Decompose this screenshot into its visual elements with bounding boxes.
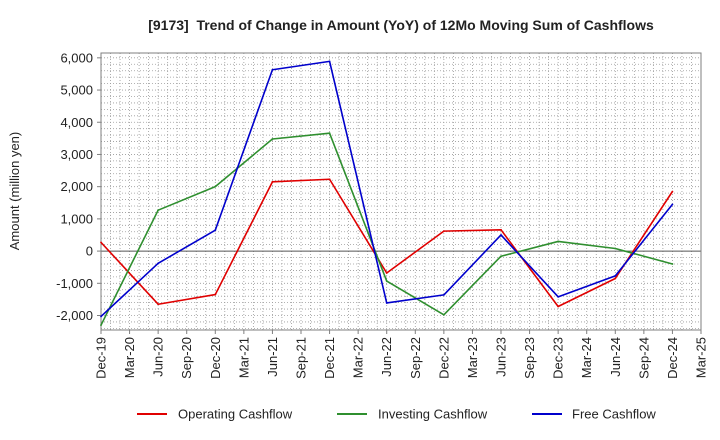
- chart-title: [9173] Trend of Change in Amount (YoY) o…: [148, 17, 654, 33]
- legend-label-operating-cashflow: Operating Cashflow: [178, 407, 293, 422]
- y-tick-label: 1,000: [60, 211, 93, 226]
- x-tick-label: Jun-22: [379, 337, 394, 377]
- x-tick-label: Jun-23: [494, 337, 509, 377]
- data-point-operating-cashflow: [557, 305, 560, 308]
- y-tick-label: 2,000: [60, 179, 93, 194]
- data-point-operating-cashflow: [385, 272, 388, 274]
- x-axis: Dec-19 Mar-20 Jun-20 Sep-20 Dec-20 Mar-21 Jun-…: [94, 330, 709, 379]
- data-point-operating-cashflow: [328, 178, 331, 181]
- series-investing-cashflow: [100, 132, 674, 327]
- data-point-operating-cashflow: [214, 293, 217, 296]
- x-tick-label: Dec-24: [665, 337, 680, 379]
- x-tick-label: Jun-24: [608, 337, 623, 377]
- data-point-investing-cashflow: [500, 255, 502, 258]
- x-tick-label: Mar-24: [579, 337, 594, 378]
- x-tick-label: Sep-23: [522, 337, 537, 379]
- y-tick-label: 6,000: [60, 50, 93, 65]
- data-point-free-cashflow: [614, 274, 617, 277]
- data-point-investing-cashflow: [614, 247, 617, 250]
- data-point-operating-cashflow: [442, 230, 445, 233]
- data-point-free-cashflow: [328, 60, 331, 63]
- data-point-free-cashflow: [442, 293, 445, 296]
- y-tick-label: -2,000: [56, 308, 93, 323]
- x-tick-label: Sep-24: [636, 337, 651, 379]
- series-free-cashflow: [100, 60, 674, 318]
- data-point-free-cashflow: [157, 262, 160, 265]
- x-tick-label: Dec-19: [94, 337, 109, 379]
- legend-label-free-cashflow: Free Cashflow: [572, 407, 656, 422]
- y-tick-label: 4,000: [60, 115, 93, 130]
- x-tick-label: Sep-21: [294, 337, 309, 379]
- data-point-operating-cashflow: [100, 241, 102, 244]
- y-tick-label: 5,000: [60, 83, 93, 98]
- data-point-investing-cashflow: [385, 280, 388, 282]
- x-tick-label: Mar-25: [694, 337, 709, 378]
- legend-item-investing-cashflow: Investing Cashflow: [337, 407, 488, 422]
- data-point-free-cashflow: [385, 302, 388, 304]
- data-point-free-cashflow: [214, 229, 217, 232]
- legend-label-investing-cashflow: Investing Cashflow: [378, 407, 488, 422]
- data-point-operating-cashflow: [157, 303, 160, 306]
- data-point-operating-cashflow: [671, 190, 674, 193]
- series-operating-cashflow: [100, 178, 674, 308]
- x-tick-label: Sep-22: [408, 337, 423, 379]
- plot-frame: [100, 52, 702, 331]
- data-point-investing-cashflow: [671, 263, 674, 265]
- y-tick-label: -1,000: [56, 276, 93, 291]
- x-tick-label: Dec-20: [208, 337, 223, 379]
- data-point-free-cashflow: [671, 203, 674, 206]
- x-tick-label: Mar-23: [465, 337, 480, 378]
- y-axis: -2,000 -1,000 0 1,000 2,000 3,000 4,000 5,000 6,…: [56, 50, 101, 323]
- series-group: [100, 60, 674, 327]
- data-point-investing-cashflow: [157, 209, 160, 212]
- y-tick-label: 0: [86, 244, 93, 259]
- data-point-operating-cashflow: [614, 277, 617, 280]
- data-point-operating-cashflow: [271, 180, 274, 183]
- data-point-free-cashflow: [271, 68, 274, 71]
- data-point-investing-cashflow: [442, 313, 445, 316]
- legend: Operating Cashflow Investing Cashflow Fr…: [137, 407, 656, 422]
- legend-item-free-cashflow: Free Cashflow: [532, 407, 656, 422]
- y-tick-label: 3,000: [60, 147, 93, 162]
- data-point-investing-cashflow: [557, 240, 560, 243]
- x-tick-label: Jun-20: [151, 337, 166, 377]
- x-tick-label: Dec-21: [322, 337, 337, 379]
- x-tick-label: Dec-22: [436, 337, 451, 379]
- legend-item-operating-cashflow: Operating Cashflow: [137, 407, 293, 422]
- x-tick-label: Dec-23: [551, 337, 566, 379]
- data-point-operating-cashflow: [500, 228, 502, 231]
- x-tick-label: Mar-21: [236, 337, 251, 378]
- data-point-investing-cashflow: [214, 185, 217, 188]
- x-tick-label: Sep-20: [179, 337, 194, 379]
- y-axis-label: Amount (million yen): [7, 132, 22, 251]
- x-tick-label: Mar-20: [122, 337, 137, 378]
- data-point-free-cashflow: [100, 315, 102, 318]
- x-tick-label: Mar-22: [351, 337, 366, 378]
- data-point-investing-cashflow: [328, 132, 331, 135]
- data-point-investing-cashflow: [271, 138, 274, 140]
- data-point-investing-cashflow: [100, 324, 102, 327]
- data-point-free-cashflow: [500, 234, 502, 236]
- data-point-free-cashflow: [557, 295, 560, 298]
- x-tick-label: Jun-21: [265, 337, 280, 377]
